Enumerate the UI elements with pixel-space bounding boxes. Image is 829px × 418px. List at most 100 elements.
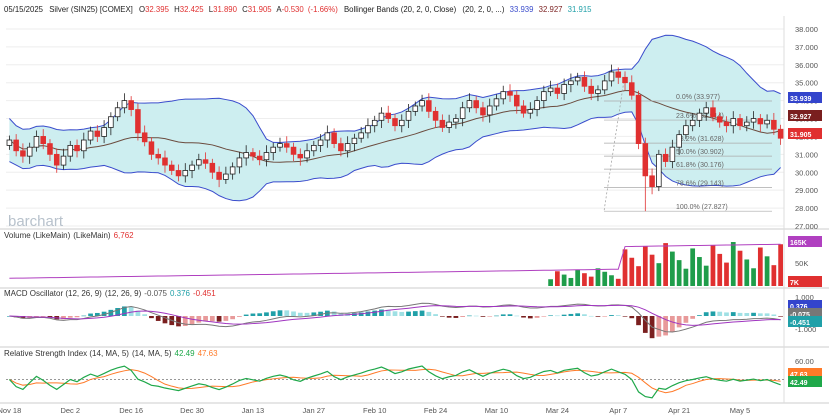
macd-histogram-bar (176, 316, 181, 327)
candle (405, 110, 412, 121)
macd-histogram-bar (318, 311, 323, 316)
price-tick-label: 38.000 (795, 25, 818, 34)
volume-ma-badge-text: 165K (790, 240, 807, 247)
macd-tick-label: 1.000 (795, 293, 814, 302)
macd-histogram-bar (365, 311, 371, 316)
macd-histogram-bar (40, 316, 46, 317)
candle (662, 153, 669, 162)
macd-histogram-bar (778, 316, 783, 317)
macd-histogram-bar (487, 316, 493, 317)
macd-histogram-bar (182, 316, 188, 326)
date-tick-label: Feb 24 (424, 406, 447, 415)
candle (338, 143, 344, 152)
macd-histogram-bar (710, 311, 716, 316)
candles[interactable] (6, 64, 784, 212)
candle (290, 146, 297, 155)
candle (250, 152, 256, 157)
candle (507, 91, 513, 96)
volume-bar (656, 263, 662, 286)
macd-histogram-bar (237, 316, 242, 317)
macd-hist-badge-text: -0.451 (790, 320, 810, 327)
macd-histogram-bar (642, 316, 648, 333)
macd-histogram-bar (155, 316, 161, 321)
volume-bar (568, 277, 574, 286)
candle (398, 119, 405, 127)
header-open: 32.395 (145, 5, 170, 14)
macd-histogram-bar (439, 316, 445, 317)
macd-histogram-bar (575, 313, 581, 316)
candle (196, 159, 202, 166)
volume-bar (676, 260, 682, 286)
price-tick-label: 31.000 (795, 150, 818, 159)
macd-histogram-bar (473, 315, 479, 317)
macd-histogram-bar (541, 316, 547, 317)
macd-histogram-bar (399, 311, 405, 316)
macd-histogram-bar (717, 311, 723, 316)
volume-bar (730, 242, 736, 286)
macd-histogram-bar (230, 316, 236, 320)
date-tick-label: May 5 (730, 406, 750, 415)
candle (128, 100, 134, 110)
macd-line (9, 302, 781, 333)
candle (148, 141, 155, 155)
candle (716, 116, 723, 123)
macd-histogram-bar (277, 310, 283, 316)
volume-bar (595, 268, 601, 286)
macd-histogram-bar (304, 312, 310, 316)
candle (595, 89, 601, 94)
candle (480, 107, 486, 116)
macd-histogram-bar (453, 316, 459, 318)
candle (439, 119, 446, 128)
candle (324, 132, 331, 141)
volume-bar (690, 248, 696, 286)
volume-bar (710, 245, 716, 286)
candle (554, 87, 561, 94)
rsi-tick-label: 60.00 (795, 357, 814, 366)
candle (500, 91, 507, 100)
candle (209, 162, 216, 173)
macd-histogram-bar (446, 316, 452, 318)
candle (47, 143, 53, 155)
macd-histogram-bar (622, 316, 628, 317)
macd-histogram-bar (554, 315, 560, 317)
indicator-name: Bollinger Bands (20, 2, 0, Close) (344, 5, 457, 14)
bb-mid-badge-text: 32.927 (790, 114, 812, 121)
candle (162, 157, 168, 166)
candle (493, 98, 500, 107)
candle (378, 112, 385, 121)
candle (135, 109, 141, 134)
price-tick-label: 28.000 (795, 204, 818, 213)
candle (344, 143, 351, 152)
candle (744, 121, 750, 127)
candle (771, 119, 777, 130)
volume-bar (561, 274, 567, 286)
volume-bar (771, 265, 777, 286)
macd-histogram-bar (142, 314, 148, 316)
fib-level-label: 0.0% (33.977) (676, 94, 720, 101)
candle (601, 80, 608, 91)
header-date: 05/15/2025 (4, 5, 44, 14)
macd-histogram-bar (128, 307, 134, 316)
candle (453, 118, 459, 123)
date-tick-label: Dec 16 (119, 406, 143, 415)
candle (114, 107, 121, 118)
candle (649, 175, 655, 187)
volume-bar (636, 266, 641, 286)
price-tick-label: 29.000 (795, 186, 818, 195)
candle (419, 100, 425, 107)
candle (703, 107, 709, 114)
candle (459, 107, 466, 119)
macd-histogram-bar (379, 309, 384, 316)
candle (608, 71, 615, 82)
bb-lower-value: 31.915 (568, 5, 593, 14)
rsi-pane (6, 365, 784, 399)
macd-histogram-bar (291, 311, 296, 316)
date-tick-label: Jan 13 (242, 406, 265, 415)
volume-bar (629, 257, 635, 286)
candle (13, 139, 19, 152)
candle (412, 105, 419, 112)
candle (26, 146, 33, 157)
macd-histogram-bar (311, 312, 317, 316)
macd-histogram-bar (122, 306, 127, 316)
